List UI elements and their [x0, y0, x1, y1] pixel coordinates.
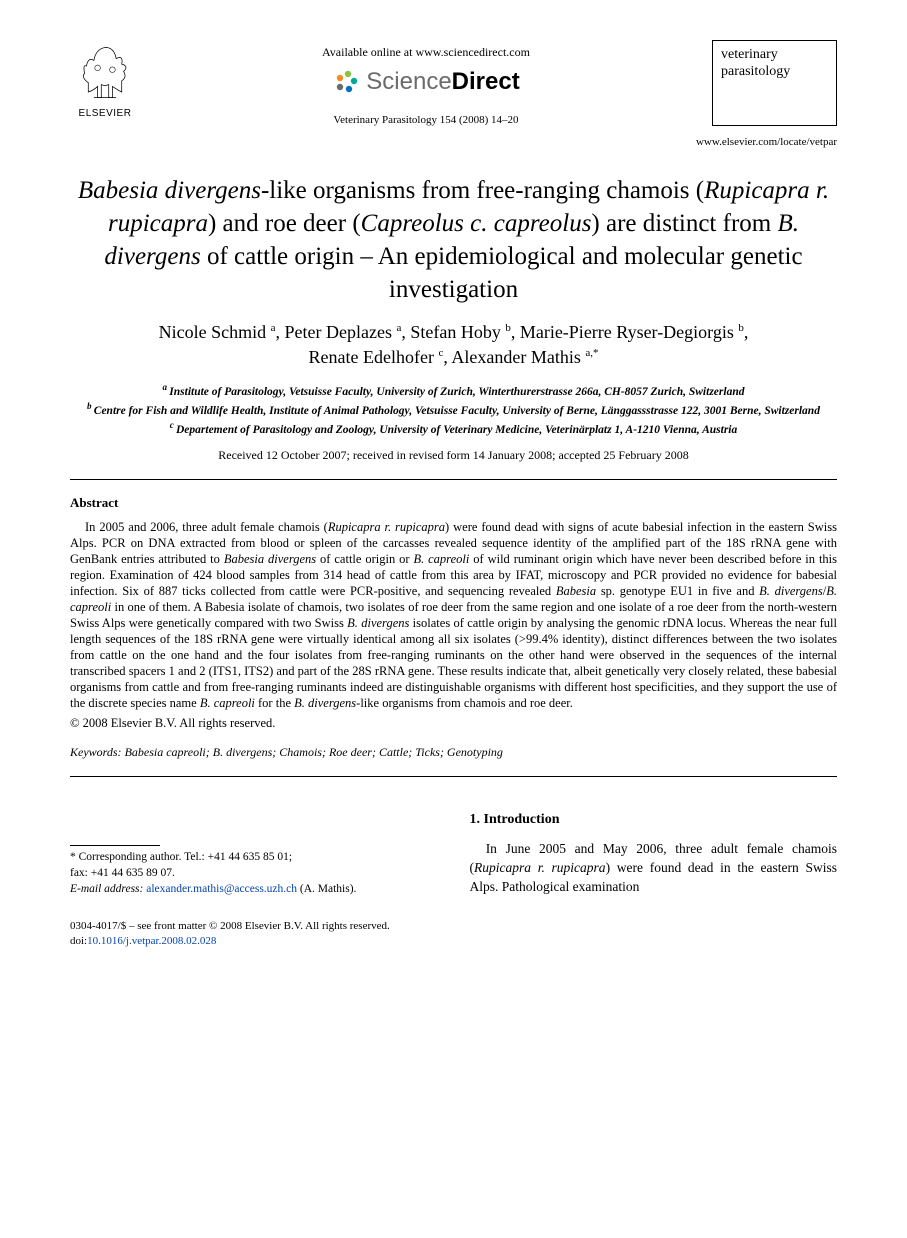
locate-url[interactable]: www.elsevier.com/locate/vetpar [70, 135, 837, 150]
abstract-copyright: © 2008 Elsevier B.V. All rights reserved… [70, 715, 837, 732]
affiliations: a Institute of Parasitology, Vetsuisse F… [70, 381, 837, 439]
elsevier-tree-icon [75, 40, 135, 105]
corr-email-line: E-mail address: alexander.mathis@access.… [70, 882, 438, 898]
two-column-region: * Corresponding author. Tel.: +41 44 635… [70, 811, 837, 897]
center-header: Available online at www.sciencedirect.co… [140, 40, 712, 127]
authors-list: Nicole Schmid a, Peter Deplazes a, Stefa… [70, 320, 837, 370]
right-column: 1. Introduction In June 2005 and May 200… [470, 811, 838, 897]
keywords: Keywords: Babesia capreoli; B. divergens… [70, 744, 837, 760]
doi-label: doi: [70, 935, 87, 947]
page: ELSEVIER Available online at www.science… [0, 0, 907, 979]
available-online-text: Available online at www.sciencedirect.co… [140, 44, 712, 60]
abstract-paragraph: In 2005 and 2006, three adult female cha… [70, 519, 837, 711]
sciencedirect-swirl-icon [332, 68, 360, 96]
keywords-text: Babesia capreoli; B. divergens; Chamois;… [122, 745, 503, 759]
journal-line2: parasitology [721, 64, 828, 81]
page-footer: 0304-4017/$ – see front matter © 2008 El… [70, 919, 837, 949]
rule-top [70, 479, 837, 480]
corresponding-author: * Corresponding author. Tel.: +41 44 635… [70, 850, 438, 897]
author: Nicole Schmid a [159, 322, 276, 342]
affiliation: a Institute of Parasitology, Vetsuisse F… [70, 381, 837, 400]
article-title: Babesia divergens-like organisms from fr… [70, 174, 837, 306]
journal-box: veterinary parasitology [712, 40, 837, 126]
corr-email-suffix: (A. Mathis). [300, 883, 357, 895]
author: Stefan Hoby b [410, 322, 510, 342]
abstract-body: In 2005 and 2006, three adult female cha… [70, 519, 837, 711]
sciencedirect-wordmark: ScienceDirect [366, 66, 519, 98]
header-row: ELSEVIER Available online at www.science… [70, 40, 837, 127]
footer-line1: 0304-4017/$ – see front matter © 2008 El… [70, 919, 837, 934]
corr-email-label: E-mail address: [70, 883, 143, 895]
keywords-label: Keywords: [70, 745, 122, 759]
corr-email-link[interactable]: alexander.mathis@access.uzh.ch [146, 883, 297, 895]
author: Peter Deplazes a [285, 322, 402, 342]
author: Renate Edelhofer c [309, 347, 444, 367]
citation: Veterinary Parasitology 154 (2008) 14–20 [140, 113, 712, 128]
affiliation: c Departement of Parasitology and Zoolog… [70, 419, 837, 438]
footnote-rule [70, 845, 160, 846]
footer-doi-line: doi:10.1016/j.vetpar.2008.02.028 [70, 934, 837, 949]
author: Marie-Pierre Ryser-Degiorgis b [520, 322, 744, 342]
left-column: * Corresponding author. Tel.: +41 44 635… [70, 811, 438, 897]
intro-text: In June 2005 and May 2006, three adult f… [470, 840, 838, 897]
doi-link[interactable]: 10.1016/j.vetpar.2008.02.028 [87, 935, 216, 947]
corr-tel: * Corresponding author. Tel.: +41 44 635… [70, 850, 438, 866]
corr-fax: fax: +41 44 635 89 07. [70, 866, 438, 882]
author: Alexander Mathis a,* [451, 347, 598, 367]
sciencedirect-logo: ScienceDirect [332, 66, 519, 98]
abstract-heading: Abstract [70, 494, 837, 512]
sciencedirect-bold: Direct [452, 68, 520, 95]
article-dates: Received 12 October 2007; received in re… [70, 447, 837, 463]
journal-line1: veterinary [721, 47, 828, 64]
journal-box-wrap: veterinary parasitology [712, 40, 837, 126]
intro-heading: 1. Introduction [470, 811, 838, 830]
rule-bottom [70, 776, 837, 777]
elsevier-logo: ELSEVIER [70, 40, 140, 121]
sciencedirect-light: Science [366, 68, 451, 95]
elsevier-name: ELSEVIER [79, 107, 132, 121]
affiliation: b Centre for Fish and Wildlife Health, I… [70, 400, 837, 419]
